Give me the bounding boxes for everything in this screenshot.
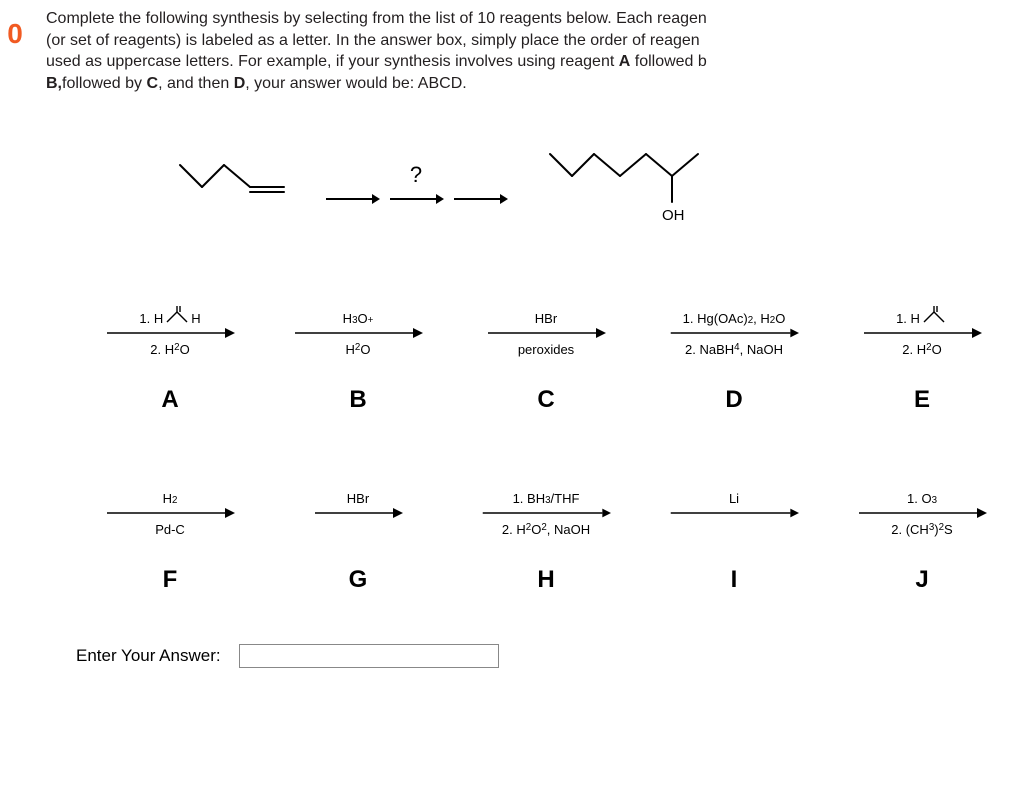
answer-input[interactable]: [239, 644, 499, 668]
arrow-icon: [105, 506, 235, 520]
reagent-grid: 1. HH 2. H2O A H3O+ H2O B HBr peroxides …: [76, 304, 1014, 594]
question-mark: ?: [410, 162, 422, 188]
reagent-f: H2 Pd-C F: [76, 484, 264, 594]
q-line4-suffix: , your answer would be: ABCD.: [245, 75, 466, 92]
reagent-c: HBr peroxides C: [452, 304, 640, 414]
q-line4-mid: followed by: [62, 75, 147, 92]
q-bold-c: C: [147, 75, 159, 92]
reagent-a-bottom: 2. H2O: [150, 342, 189, 364]
arrow-icon: [481, 326, 611, 340]
reagent-b: H3O+ H2O B: [264, 304, 452, 414]
reagent-a-top: 1. HH: [139, 304, 200, 326]
reagent-d: 1. Hg(OAc)2, H2O 2. NaBH4, NaOH D: [640, 304, 828, 414]
arrow-icon: [857, 326, 987, 340]
q-bold-d: D: [234, 75, 246, 92]
reagent-c-top: HBr: [535, 304, 557, 326]
reagent-e-label: E: [914, 386, 930, 414]
reagent-h-top: 1. BH3/THF: [513, 484, 580, 506]
arrow-icon: [293, 506, 423, 520]
reagent-a-label: A: [161, 386, 178, 414]
q-line2: (or set of reagents) is labeled as a let…: [46, 32, 700, 49]
answer-row: Enter Your Answer:: [76, 644, 1014, 668]
reagent-j-label: J: [915, 566, 928, 594]
arrow-icon: [669, 506, 799, 520]
answer-label: Enter Your Answer:: [76, 646, 221, 666]
reagent-h-label: H: [537, 566, 554, 594]
q-line3-suffix: followed b: [630, 53, 707, 70]
main-content: Complete the following synthesis by sele…: [46, 0, 1024, 668]
reagent-a: 1. HH 2. H2O A: [76, 304, 264, 414]
reagent-j: 1. O3 2. (CH3)2S J: [828, 484, 1016, 594]
reagent-e: 1. H 2. H2O E: [828, 304, 1016, 414]
reagent-j-bottom: 2. (CH3)2S: [891, 522, 952, 544]
reagent-h-bottom: 2. H2O2, NaOH: [502, 522, 590, 544]
question-number: 0: [7, 18, 23, 50]
reagent-d-top: 1. Hg(OAc)2, H2O: [683, 304, 786, 326]
reagent-i-top: Li: [729, 484, 739, 506]
reagent-b-label: B: [349, 386, 366, 414]
q-line1: Complete the following synthesis by sele…: [46, 10, 707, 27]
reagent-d-bottom: 2. NaBH4, NaOH: [685, 342, 783, 364]
arrow-icon: [293, 326, 423, 340]
question-text: Complete the following synthesis by sele…: [46, 8, 1014, 94]
reagent-f-bottom: Pd-C: [155, 522, 185, 544]
product: OH: [536, 134, 746, 234]
arrow-icon: [669, 326, 799, 340]
q-bold-a: A: [619, 53, 631, 70]
reagent-h: 1. BH3/THF 2. H2O2, NaOH H: [452, 484, 640, 594]
reagent-e-top: 1. H: [896, 304, 948, 326]
reaction-scheme: ? OH: [166, 134, 1014, 234]
starting-material: [166, 149, 306, 219]
reagent-c-label: C: [537, 386, 554, 414]
reagent-e-bottom: 2. H2O: [902, 342, 941, 364]
reagent-b-top: H3O+: [343, 304, 374, 326]
oh-label: OH: [662, 207, 685, 224]
question-number-badge: 0: [0, 0, 30, 140]
multi-arrow-icon: [324, 192, 508, 206]
reagent-d-label: D: [725, 386, 742, 414]
reagent-c-bottom: peroxides: [518, 342, 574, 364]
reagent-f-label: F: [163, 566, 178, 594]
arrow-icon: [105, 326, 235, 340]
reagent-g-top: HBr: [347, 484, 369, 506]
q-line3-prefix: used as uppercase letters. For example, …: [46, 53, 619, 70]
reagent-i: Li I: [640, 484, 828, 594]
q-line4-mid2: , and then: [158, 75, 234, 92]
reagent-g-label: G: [349, 566, 368, 594]
reagent-f-top: H2: [163, 484, 178, 506]
reagent-i-label: I: [731, 566, 738, 594]
reagent-b-bottom: H2O: [346, 342, 371, 364]
reagent-j-top: 1. O3: [907, 484, 937, 506]
arrow-icon: [857, 506, 987, 520]
q-bold-b: B,: [46, 75, 62, 92]
reaction-arrows: ?: [324, 162, 508, 206]
arrow-icon: [481, 506, 611, 520]
reagent-g: HBr G: [264, 484, 452, 594]
